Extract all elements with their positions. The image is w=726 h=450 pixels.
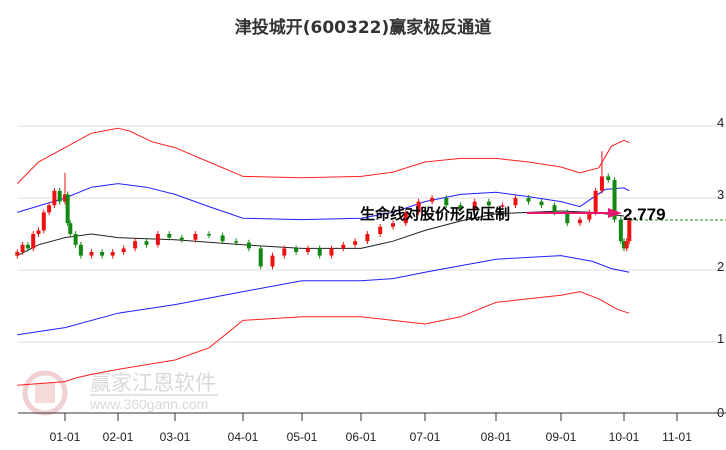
candle-body xyxy=(110,252,115,256)
band-lower-inner xyxy=(17,255,630,336)
x-tick-label: 08-01 xyxy=(481,430,512,444)
candle-body xyxy=(36,230,41,234)
candle-body xyxy=(15,252,20,256)
candle-body xyxy=(155,234,160,245)
candle-body xyxy=(365,234,370,242)
candle-body xyxy=(624,241,629,249)
annotation-price: 2.779 xyxy=(623,205,666,224)
x-tick-label: 05-01 xyxy=(287,430,318,444)
y-tick-label: 2 xyxy=(717,259,724,274)
band-upper-outer xyxy=(16,127,630,184)
x-tick-label: 01-01 xyxy=(50,430,81,444)
candle-body xyxy=(416,201,421,213)
candle-body xyxy=(430,198,435,202)
candle-body xyxy=(403,212,408,224)
watermark-url: www.360gann.com xyxy=(89,396,208,412)
candle-body xyxy=(513,198,518,206)
candle-body xyxy=(207,234,211,236)
x-tick-label: 09-01 xyxy=(546,430,577,444)
candle-body xyxy=(68,223,73,234)
pressure-arrow-head xyxy=(608,208,622,218)
candle-body xyxy=(100,252,105,256)
candle-body xyxy=(618,219,623,242)
watermark: 赢家江恩软件 www.360gann.com xyxy=(22,370,218,416)
candle-body xyxy=(486,201,491,206)
x-tick-label: 10-01 xyxy=(609,430,640,444)
x-tick-label: 04-01 xyxy=(228,430,259,444)
candle-body xyxy=(353,241,358,245)
candle-body xyxy=(305,248,310,252)
candle-body xyxy=(20,244,25,252)
x-tick-label: 11-01 xyxy=(662,430,692,444)
candle-body xyxy=(612,180,617,220)
y-tick-label: 1 xyxy=(717,331,724,346)
candle-body xyxy=(121,248,126,252)
candle-body xyxy=(144,241,149,245)
candle-body xyxy=(391,223,395,227)
candle-body xyxy=(472,201,477,209)
candle-body xyxy=(587,212,592,220)
candle-body xyxy=(47,205,52,213)
candle-body xyxy=(41,212,46,231)
candle-body xyxy=(593,190,598,213)
candle-body xyxy=(220,235,225,242)
candle-body xyxy=(565,212,570,224)
candle-body xyxy=(73,234,78,245)
watermark-brand: 赢家江恩软件 xyxy=(90,371,216,395)
candle-body xyxy=(234,241,239,243)
y-tick-label: 4 xyxy=(717,115,724,130)
x-tick-label: 02-01 xyxy=(103,430,134,444)
candle-body xyxy=(282,248,287,256)
candle-body xyxy=(179,237,184,240)
candle-body xyxy=(552,205,557,213)
y-tick-label: 3 xyxy=(717,187,724,202)
candle-body xyxy=(78,244,83,256)
candle-body xyxy=(57,190,62,202)
candle-body xyxy=(599,176,604,191)
candle-body xyxy=(606,176,611,180)
candle-body xyxy=(246,242,251,249)
candle-body xyxy=(52,190,57,206)
candle-body xyxy=(444,198,449,206)
candle-body xyxy=(193,234,198,240)
candle-body xyxy=(89,252,94,256)
candle-body xyxy=(133,241,138,249)
candle-body xyxy=(294,248,299,252)
candle-body xyxy=(622,241,626,249)
chart-title: 津投城开(600322)赢家极反通道 xyxy=(234,18,492,38)
candle-body xyxy=(65,194,70,224)
x-tick-label: 03-01 xyxy=(160,430,191,444)
candle-body xyxy=(258,248,263,267)
candle-body xyxy=(526,198,531,202)
candle-body xyxy=(167,234,172,238)
candle-body xyxy=(270,255,275,267)
candle-body xyxy=(627,219,632,242)
watermark-divider xyxy=(90,394,218,396)
candle-body xyxy=(577,219,582,224)
x-tick-label: 07-01 xyxy=(410,430,441,444)
band-upper-inner xyxy=(17,183,630,221)
candle-body xyxy=(25,244,30,249)
candle-body xyxy=(458,205,463,209)
candle-body xyxy=(378,226,383,234)
candle-body xyxy=(539,201,544,206)
annotation-lifeline: 生命线对股价形成压制 xyxy=(360,205,510,223)
watermark-seal-square xyxy=(35,383,55,403)
candle-body xyxy=(317,248,322,256)
candle-body xyxy=(329,248,334,256)
x-tick-label: 06-01 xyxy=(346,430,377,444)
candle-body xyxy=(31,234,36,249)
candle-body xyxy=(341,244,346,249)
band-lower-outer xyxy=(17,291,630,386)
candle-body xyxy=(63,194,67,202)
candle-body xyxy=(500,205,505,207)
